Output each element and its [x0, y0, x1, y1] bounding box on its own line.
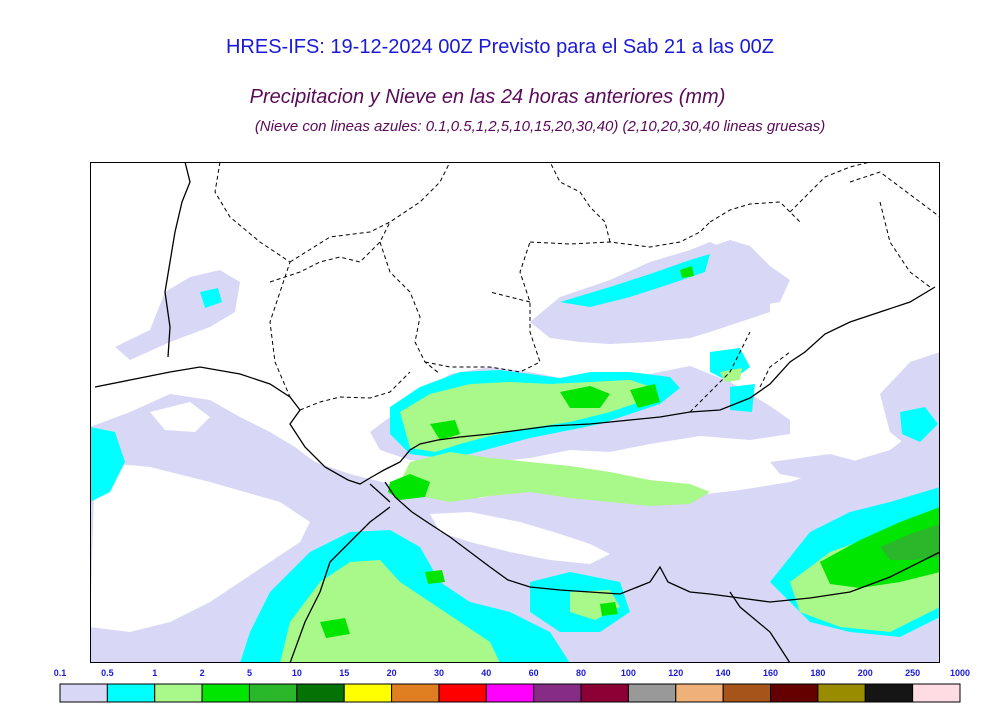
scale-color-box — [912, 683, 961, 703]
scale-tick-label: 0.5 — [101, 668, 114, 678]
scale-color-boxes — [59, 683, 961, 703]
scale-color-box — [59, 683, 108, 703]
scale-color-box — [248, 683, 298, 703]
scale-color-box — [722, 683, 772, 703]
scale-color-box — [154, 683, 203, 703]
scale-tick-label: 120 — [668, 668, 683, 678]
scale-tick-label: 2 — [200, 668, 205, 678]
precip-level-5 — [880, 524, 940, 560]
scale-tick-label: 5 — [247, 668, 252, 678]
scale-color-box — [296, 683, 345, 703]
scale-color-box — [627, 683, 677, 703]
scale-color-box — [106, 683, 156, 703]
scale-color-box — [770, 683, 819, 703]
scale-tick-label: 30 — [434, 668, 444, 678]
scale-color-box — [580, 683, 629, 703]
scale-tick-label: 1 — [152, 668, 157, 678]
scale-tick-label: 160 — [763, 668, 778, 678]
scale-color-box — [343, 683, 393, 703]
map-frame — [90, 162, 940, 663]
snow-note: (Nieve con lineas azules: 0.1,0.5,1,2,5,… — [254, 118, 826, 135]
scale-tick-label: 20 — [387, 668, 397, 678]
map-subtitle: Precipitacion y Nieve en las 24 horas an… — [249, 86, 726, 108]
scale-tick-label: 250 — [905, 668, 920, 678]
scale-color-box — [201, 683, 250, 703]
precip-color-scale: 0.1 0.5 1 2 5 10 15 20 30 40 60 80 100 120 140 160 180 20… — [54, 668, 970, 703]
scale-tick-label: 100 — [621, 668, 636, 678]
scale-color-box — [864, 683, 914, 703]
scale-color-box — [391, 683, 440, 703]
province-borders — [214, 162, 940, 413]
scale-color-box — [533, 683, 582, 703]
scale-tick-labels: 0.1 0.5 1 2 5 10 15 20 30 40 60 80 100 120 140 160 180 20… — [54, 668, 970, 678]
scale-tick-label: 180 — [810, 668, 825, 678]
scale-color-box — [817, 683, 866, 703]
scale-color-box — [485, 683, 535, 703]
map-title: HRES-IFS: 19-12-2024 00Z Previsto para e… — [225, 36, 775, 58]
scale-color-box — [675, 683, 724, 703]
precip-level-2 — [320, 266, 940, 638]
scale-tick-label: 0.1 — [54, 668, 67, 678]
precipitation-map — [90, 162, 940, 663]
scale-tick-label: 1000 — [950, 668, 970, 678]
scale-tick-label: 10 — [292, 668, 302, 678]
scale-tick-label: 140 — [716, 668, 731, 678]
scale-tick-label: 60 — [529, 668, 539, 678]
scale-tick-label: 40 — [481, 668, 491, 678]
scale-tick-label: 80 — [576, 668, 586, 678]
scale-tick-label: 15 — [339, 668, 349, 678]
scale-color-box — [438, 683, 487, 703]
dry-areas — [90, 402, 610, 632]
scale-tick-label: 200 — [858, 668, 873, 678]
